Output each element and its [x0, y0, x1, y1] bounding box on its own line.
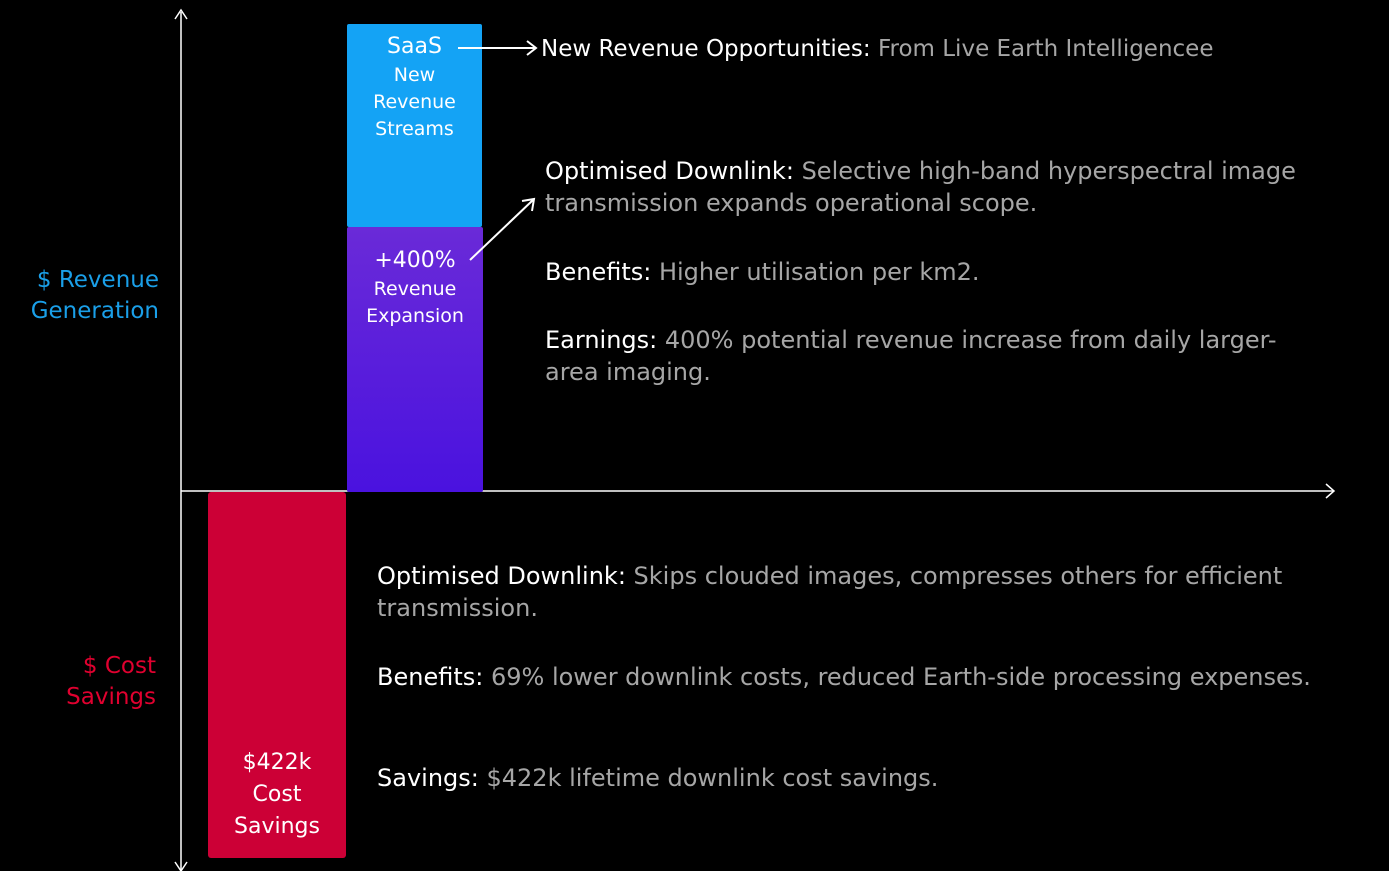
block-line: Revenue [373, 278, 457, 300]
arrow-head [526, 40, 538, 56]
expansion-block [347, 227, 483, 492]
block-line: New [393, 64, 436, 86]
note-text: Selective high-band hyperspectral image … [545, 157, 1296, 217]
x-axis-arrow [1325, 483, 1336, 499]
cost-note: Savings: $422k lifetime downlink cost sa… [377, 762, 1337, 794]
note-label: Savings: [377, 764, 479, 792]
savings-block [208, 492, 346, 858]
block-line: Expansion [366, 305, 464, 327]
saas-text: SaaS New Revenue Streams [347, 32, 482, 143]
block-line: $422k [242, 750, 312, 775]
label-line: Savings [66, 684, 156, 710]
note-label: Benefits: [545, 258, 652, 286]
block-line: Revenue [373, 91, 456, 113]
note-text: From Live Earth Intelligencee [877, 36, 1214, 62]
revenue-axis-label: $ Revenue Generation [31, 265, 159, 327]
cost-note: Optimised Downlink: Skips clouded images… [377, 560, 1347, 624]
expansion-text: +400% Revenue Expansion [347, 246, 483, 330]
note-label: Earnings: [545, 326, 658, 354]
label-line: $ Revenue [36, 267, 159, 293]
note-text: Skips clouded images, compresses others … [377, 562, 1283, 622]
saas-block [347, 24, 482, 227]
savings-text: $422k Cost Savings [208, 747, 346, 843]
block-line: +400% [374, 248, 456, 273]
cost-axis-label: $ Cost Savings [66, 651, 156, 713]
note-text: $422k lifetime downlink cost savings. [486, 764, 939, 792]
block-line: SaaS [387, 34, 442, 59]
revenue-note: Benefits: Higher utilisation per km2. [545, 256, 1345, 288]
y-axis-arrow [174, 861, 188, 871]
note-label: New Revenue Opportunities: [541, 36, 871, 62]
note-label: Optimised Downlink: [545, 157, 794, 185]
revenue-note: Optimised Downlink: Selective high-band … [545, 155, 1345, 219]
note-text: 69% lower downlink costs, reduced Earth-… [490, 663, 1311, 691]
cost-note: Benefits: 69% lower downlink costs, redu… [377, 661, 1337, 693]
note-label: Benefits: [377, 663, 484, 691]
label-line: $ Cost [82, 653, 156, 679]
note-text: 400% potential revenue increase from dai… [545, 326, 1277, 386]
label-line: Generation [30, 298, 159, 324]
top-note: New Revenue Opportunities: From Live Ear… [541, 33, 1214, 65]
arrow-head [521, 197, 536, 212]
arrow [469, 199, 534, 261]
y-axis-arrow [174, 8, 188, 20]
revenue-note: Earnings: 400% potential revenue increas… [545, 324, 1325, 388]
block-line: Cost [252, 782, 302, 807]
note-text: Higher utilisation per km2. [658, 258, 980, 286]
block-line: Streams [375, 118, 454, 140]
note-label: Optimised Downlink: [377, 562, 626, 590]
block-line: Savings [234, 814, 320, 839]
